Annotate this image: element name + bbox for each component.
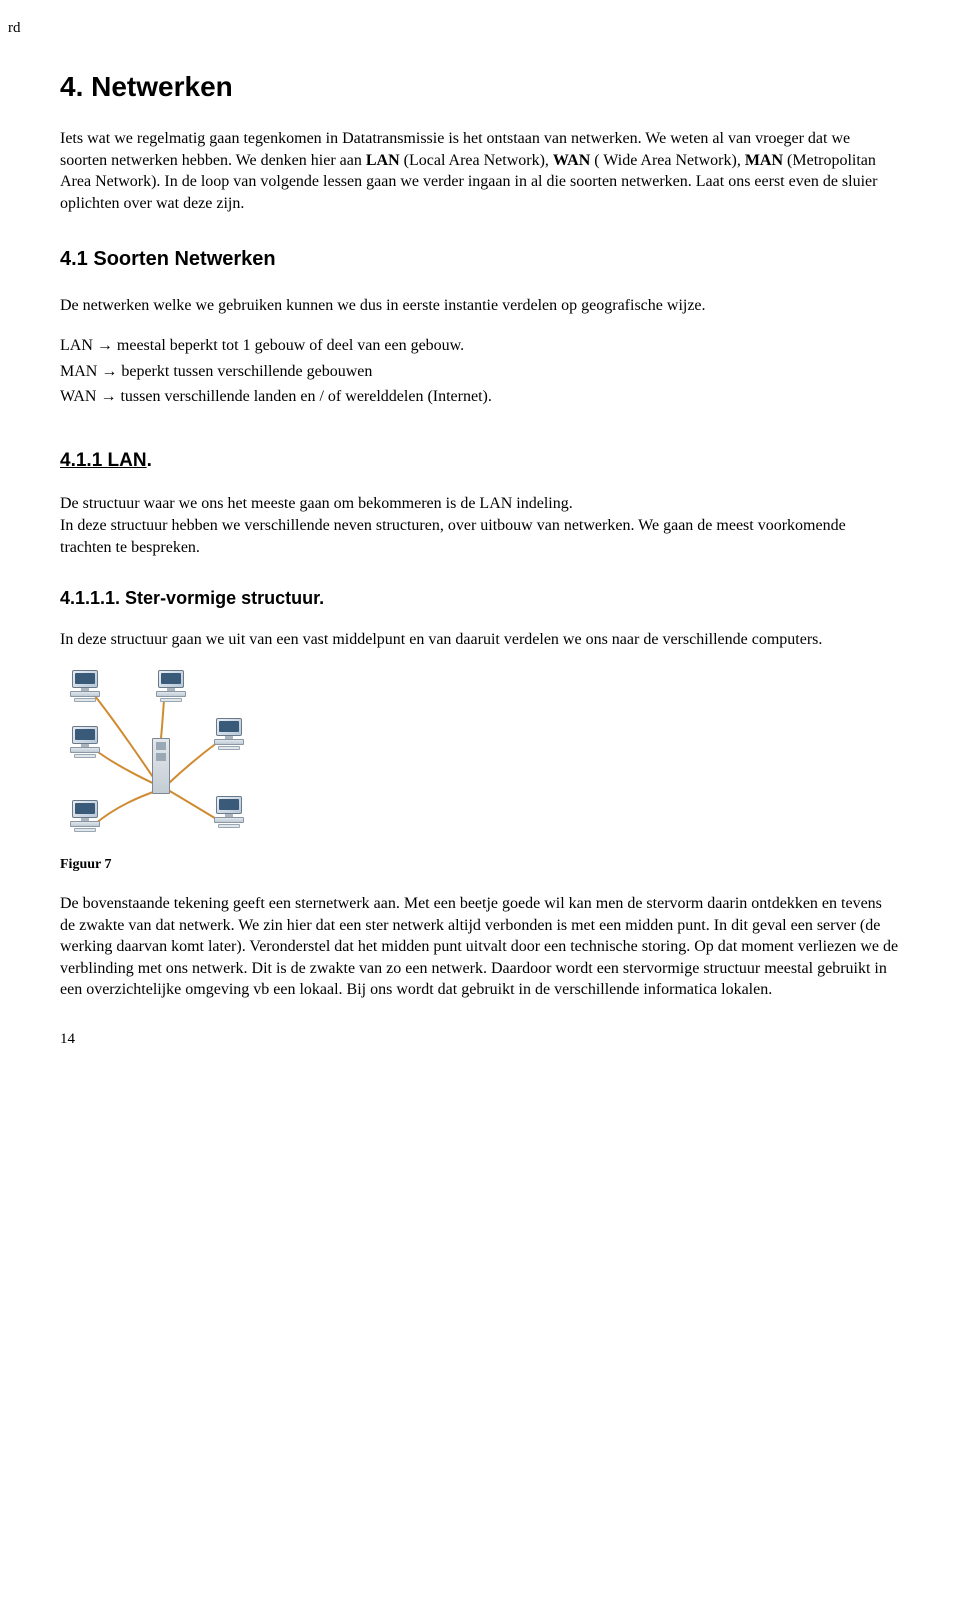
- computer-icon: [66, 670, 104, 702]
- star-network-diagram: [60, 668, 260, 848]
- paragraph-lan: De structuur waar we ons het meeste gaan…: [60, 493, 900, 558]
- figure-star-network: [60, 668, 900, 848]
- computer-icon: [152, 670, 190, 702]
- paragraph-ster: In deze structuur gaan we uit van een va…: [60, 629, 900, 651]
- computer-icon: [66, 726, 104, 758]
- heading-2-soorten: 4.1 Soorten Netwerken: [60, 246, 900, 273]
- header-marker: rd: [8, 18, 900, 38]
- intro-paragraph: Iets wat we regelmatig gaan tegenkomen i…: [60, 128, 900, 214]
- arrow-icon: →: [97, 337, 113, 354]
- heading-3-lan: 4.1.1 LAN.: [60, 448, 900, 474]
- computer-icon: [210, 718, 248, 750]
- man-line: MAN → beperkt tussen verschillende gebou…: [60, 361, 900, 383]
- wan-line: WAN → tussen verschillende landen en / o…: [60, 386, 900, 408]
- server-icon: [152, 738, 170, 794]
- arrow-icon: →: [100, 388, 116, 405]
- heading-1: 4. Netwerken: [60, 68, 900, 106]
- figure-caption: Figuur 7: [60, 856, 900, 875]
- heading-4-ster: 4.1.1.1. Ster-vormige structuur.: [60, 586, 900, 610]
- paragraph-figure-explain: De bovenstaande tekening geeft een stern…: [60, 893, 900, 1001]
- lan-line: LAN → meestal beperkt tot 1 gebouw of de…: [60, 335, 900, 357]
- arrow-icon: →: [101, 363, 117, 380]
- page-number: 14: [60, 1029, 900, 1049]
- paragraph-geografisch: De netwerken welke we gebruiken kunnen w…: [60, 295, 900, 317]
- computer-icon: [66, 800, 104, 832]
- computer-icon: [210, 796, 248, 828]
